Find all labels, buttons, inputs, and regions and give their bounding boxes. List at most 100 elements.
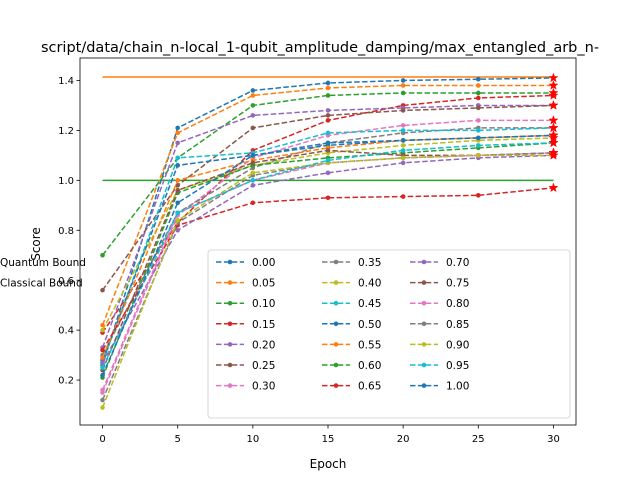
x-tick-label: 15 <box>322 434 335 445</box>
legend-label: 0.30 <box>252 381 275 393</box>
legend-marker <box>421 259 427 265</box>
data-point <box>100 387 105 393</box>
data-point <box>100 365 105 370</box>
legend-label: 0.50 <box>358 319 381 331</box>
legend-marker <box>227 300 233 306</box>
data-point <box>175 217 180 223</box>
data-point <box>250 113 256 118</box>
legend-marker <box>227 321 233 327</box>
data-point <box>476 135 481 141</box>
legend-label: 0.15 <box>252 319 275 331</box>
data-point <box>325 85 331 91</box>
y-tick-label: 0.6 <box>58 276 74 287</box>
final-star-marker <box>548 182 559 193</box>
legend-label: 0.80 <box>446 298 469 310</box>
legend-marker <box>227 383 233 388</box>
series-1.00 <box>100 130 559 378</box>
legend-marker <box>421 300 427 306</box>
legend-marker <box>421 362 427 368</box>
data-point <box>100 252 105 258</box>
data-point <box>175 200 180 206</box>
data-point <box>325 148 331 153</box>
legend-label: 0.65 <box>358 381 381 393</box>
y-tick-label: 1.4 <box>58 76 74 87</box>
legend-label: 0.35 <box>358 257 381 269</box>
data-point <box>175 155 180 161</box>
legend-marker <box>333 259 339 265</box>
data-point <box>100 327 105 333</box>
data-point <box>400 155 406 161</box>
legend-item: 0.85 <box>410 319 469 331</box>
data-point <box>325 130 331 136</box>
legend-label: 0.40 <box>358 278 381 290</box>
data-point <box>175 210 180 216</box>
legend: 0.00 0.05 0.10 0.15 0.20 0.25 0.30 0.35 0.40 0.45… <box>0 249 571 419</box>
data-point <box>100 372 105 378</box>
legend-label: 0.55 <box>358 339 381 351</box>
legend-label: 0.95 <box>446 360 469 372</box>
legend-marker <box>333 383 339 388</box>
data-point <box>476 143 481 148</box>
data-point <box>100 355 105 360</box>
legend-item: 0.10 <box>216 298 275 310</box>
data-point <box>325 80 331 86</box>
legend-marker <box>421 383 427 388</box>
final-star-marker <box>548 115 559 125</box>
legend-marker <box>421 280 427 285</box>
data-point <box>325 113 331 118</box>
legend-item: 0.30 <box>216 381 275 393</box>
data-point <box>100 405 105 410</box>
final-star-marker <box>548 72 559 83</box>
legend-item: 0.55 <box>322 339 381 351</box>
legend-label: 0.00 <box>252 257 275 269</box>
x-axis-label: Epoch <box>310 457 347 471</box>
legend-marker <box>421 342 427 347</box>
legend-label: 0.45 <box>358 298 381 310</box>
legend-label: Quantum Bound <box>0 257 86 269</box>
data-point <box>175 140 180 146</box>
data-point <box>250 103 256 108</box>
data-point <box>325 140 331 146</box>
data-point <box>325 195 331 201</box>
final-star-marker <box>548 90 559 100</box>
data-point <box>250 88 256 93</box>
y-tick-label: 1.2 <box>58 126 74 137</box>
x-tick-label: 25 <box>472 434 485 445</box>
legend-label: 0.20 <box>252 339 275 351</box>
legend-label: 0.05 <box>252 278 275 290</box>
legend-item: Quantum Bound <box>0 257 86 269</box>
legend-label: 0.25 <box>252 360 275 372</box>
data-point <box>250 93 256 98</box>
x-tick-label: 10 <box>246 434 259 445</box>
legend-label: 0.90 <box>446 339 469 351</box>
final-star-marker <box>548 150 559 160</box>
data-point <box>250 153 256 158</box>
legend-item: 0.90 <box>410 339 469 351</box>
y-tick-label: 0.2 <box>58 376 74 387</box>
legend-marker <box>227 280 233 285</box>
data-point <box>100 397 105 403</box>
legend-label: 0.85 <box>446 319 469 331</box>
data-point <box>476 76 481 82</box>
data-point <box>400 90 406 96</box>
series-0.95 <box>100 137 559 370</box>
data-point <box>476 193 481 198</box>
legend-item: 0.00 <box>216 257 275 269</box>
data-point <box>400 160 406 166</box>
data-point <box>476 105 481 111</box>
legend-marker <box>333 342 339 347</box>
legend-item: 0.65 <box>322 381 381 393</box>
data-point <box>250 178 256 183</box>
series-0.65 <box>100 182 559 353</box>
legend-item: 0.70 <box>410 257 469 269</box>
data-point <box>325 118 331 123</box>
final-star-marker <box>548 100 559 110</box>
data-point <box>400 128 406 133</box>
legend-marker <box>333 362 339 368</box>
axes-layer: 0 5 10 15 20 25 30 0.2 0.4 0.6 0.8 1.0 1.2 1.4 <box>58 57 577 445</box>
data-point <box>476 153 481 158</box>
legend-item: 0.45 <box>322 298 381 310</box>
data-point <box>175 178 180 183</box>
legend-item: 0.25 <box>216 360 275 372</box>
